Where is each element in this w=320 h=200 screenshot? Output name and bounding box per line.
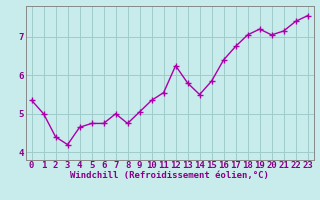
X-axis label: Windchill (Refroidissement éolien,°C): Windchill (Refroidissement éolien,°C)	[70, 171, 269, 180]
